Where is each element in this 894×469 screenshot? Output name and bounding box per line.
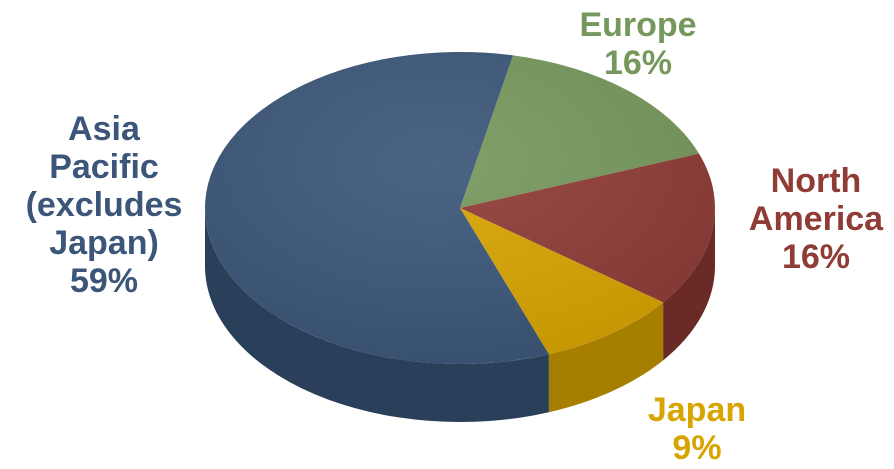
pie-category-label: Asia bbox=[68, 110, 141, 148]
pie-top-shading bbox=[205, 52, 715, 364]
pie-side-japan bbox=[548, 302, 664, 413]
pie-value-label: 9% bbox=[672, 429, 721, 467]
pie-category-label: North bbox=[771, 162, 862, 200]
pie-label-north-america: North America 16% bbox=[749, 162, 884, 276]
pie-label-europe: Europe 16% bbox=[579, 6, 696, 82]
pie-side-north-america bbox=[663, 208, 715, 361]
pie-labels: Asia Pacific (excludes Japan) 59%Europe 16%No… bbox=[26, 6, 885, 467]
pie-slices bbox=[204, 51, 715, 365]
pie-category-label: Japan bbox=[648, 391, 746, 429]
pie-value-label: 16% bbox=[782, 238, 850, 276]
pie-side-asia-pacific-excludes-japan bbox=[205, 208, 549, 423]
pie-category-label: Japan) bbox=[49, 224, 159, 262]
pie-category-label: Europe bbox=[579, 6, 696, 44]
pie-label-japan: Japan 9% bbox=[648, 391, 746, 467]
pie-category-label: Pacific bbox=[49, 148, 159, 186]
pie-label-asia-pacific-excludes-japan: Asia Pacific (excludes Japan) 59% bbox=[26, 110, 183, 300]
pie-value-label: 16% bbox=[604, 44, 672, 82]
pie-value-label: 59% bbox=[70, 262, 138, 300]
pie-category-label: (excludes bbox=[26, 186, 183, 224]
pie-category-label: America bbox=[749, 200, 884, 238]
pie-sides bbox=[205, 208, 715, 423]
